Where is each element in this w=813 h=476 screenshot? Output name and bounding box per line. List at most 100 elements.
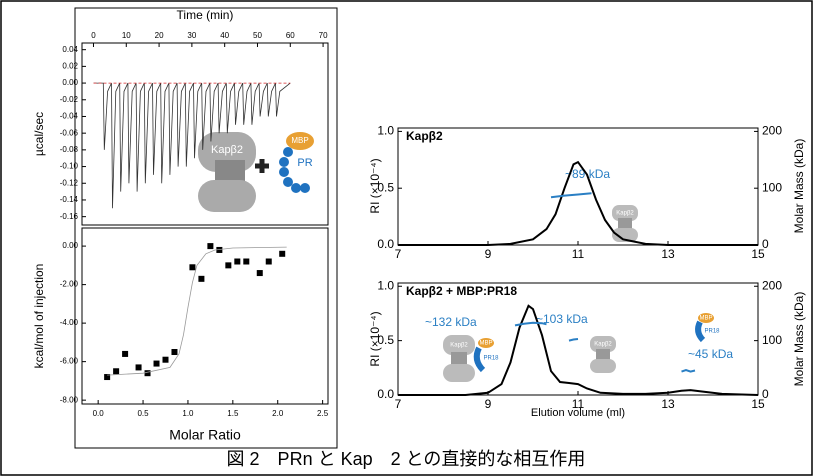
panel-title: Kapβ2 (406, 129, 443, 143)
illustration-kap-pr (198, 132, 314, 212)
x-tick-label: 7 (395, 247, 402, 261)
panel-title: Kapβ2 + MBP:PR18 (406, 284, 517, 298)
x-tick-label: 9 (485, 397, 492, 411)
y-tick-label: -4.00 (60, 318, 79, 327)
x-tick-label: 2.5 (317, 409, 329, 418)
data-point (135, 364, 142, 371)
y2-tick-label: 0 (762, 237, 769, 251)
annotation: Kapβ2 (450, 343, 468, 349)
data-point (243, 258, 250, 265)
data-point (171, 349, 178, 356)
annotation: ~103 kDa (536, 312, 588, 326)
data-point (122, 350, 129, 357)
data-point (216, 246, 223, 253)
illustration-complex (443, 335, 494, 382)
y-tick-label: 0.04 (62, 45, 78, 54)
x-tick-label: 15 (751, 397, 765, 411)
annotation: MBP (479, 341, 492, 347)
molar-mass-line (550, 192, 592, 199)
y-tick-label: 0.00 (62, 78, 78, 87)
annotation: Kapβ2 (616, 211, 634, 217)
x-tick-label: 0.0 (93, 409, 105, 418)
data-line (93, 82, 291, 209)
y2-axis-label: Molar Mass (kDa) (792, 139, 806, 234)
molar-mass-line (514, 321, 547, 327)
y-axis-label: RI (×10⁻⁴) (368, 158, 382, 213)
x-tick-label: 70 (319, 31, 328, 40)
y-tick-label: -2.00 (60, 280, 79, 289)
annotation: PR18 (704, 329, 720, 335)
illustration-pr (695, 313, 714, 343)
x-tick-label: 15 (751, 247, 765, 261)
data-point (265, 258, 272, 265)
x-axis-label: Elution volume (ml) (531, 407, 625, 419)
x-tick-label: 0 (91, 31, 96, 40)
data-point (144, 370, 151, 377)
x-tick-label: 20 (155, 31, 164, 40)
annotation: MBP (291, 136, 308, 145)
data-point (198, 275, 205, 282)
y-axis-label: kcal/mol of injection (32, 264, 46, 369)
data-point (189, 264, 196, 271)
y2-tick-label: 0 (762, 387, 769, 401)
y-tick-label: -0.10 (60, 162, 79, 171)
x-tick-label: 0.5 (137, 409, 149, 418)
data-point (104, 374, 111, 381)
data-point (153, 360, 160, 367)
x-axis-label: Time (min) (177, 8, 234, 22)
y-tick-label: -0.12 (60, 178, 79, 187)
data-point (113, 368, 120, 375)
y-tick-label: 1.0 (377, 278, 394, 292)
y-tick-label: 0.02 (62, 61, 78, 70)
x-tick-label: 10 (122, 31, 131, 40)
y2-tick-label: 100 (762, 180, 782, 194)
y-tick-label: 0.5 (377, 180, 394, 194)
y-tick-label: -6.00 (60, 357, 79, 366)
annotation: PR18 (483, 356, 499, 362)
x-tick-label: 40 (220, 31, 229, 40)
plot-frame (397, 127, 759, 246)
y2-axis-label: Molar Mass (kDa) (792, 292, 806, 387)
x-tick-label: 11 (572, 397, 585, 411)
plot-frame (81, 227, 329, 405)
y-tick-label: -0.06 (60, 128, 79, 137)
annotation: MBP (699, 316, 712, 322)
x-tick-label: 1.0 (182, 409, 194, 418)
x-axis-label: Molar Ratio (169, 427, 241, 443)
annotation: ~132 kDa (425, 315, 477, 329)
x-tick-label: 30 (187, 31, 196, 40)
y2-tick-label: 200 (762, 278, 782, 292)
data-point (256, 270, 263, 277)
data-line (107, 246, 287, 376)
x-tick-label: 13 (661, 397, 675, 411)
illustration-kap (612, 205, 638, 242)
x-tick-label: 2.0 (272, 409, 284, 418)
data-point (234, 258, 241, 265)
data-point (162, 356, 169, 363)
y-axis-label: µcal/sec (32, 112, 46, 156)
y-tick-label: 0.00 (62, 241, 78, 250)
y-tick-label: 0.5 (377, 333, 394, 347)
y-tick-label: -0.02 (60, 95, 79, 104)
x-tick-label: 60 (286, 31, 295, 40)
data-point (225, 262, 232, 269)
y-tick-label: -0.04 (60, 112, 79, 121)
y-tick-label: 1.0 (377, 124, 394, 138)
left-panel-border (74, 7, 338, 449)
data-point (279, 250, 286, 257)
data-point (207, 243, 214, 250)
data-line (398, 160, 758, 246)
y-tick-label: -8.00 (60, 395, 79, 404)
x-tick-label: 9 (485, 247, 492, 261)
molar-mass-line (568, 338, 579, 342)
annotation: PR (297, 157, 312, 169)
y-tick-label: -0.14 (60, 195, 79, 204)
annotation: Kapβ2 (594, 342, 612, 348)
annotation: Kapβ2 (211, 144, 243, 156)
x-tick-label: 50 (253, 31, 262, 40)
molar-mass-line (681, 368, 696, 373)
y2-tick-label: 200 (762, 124, 782, 138)
y-tick-label: -0.16 (60, 212, 79, 221)
